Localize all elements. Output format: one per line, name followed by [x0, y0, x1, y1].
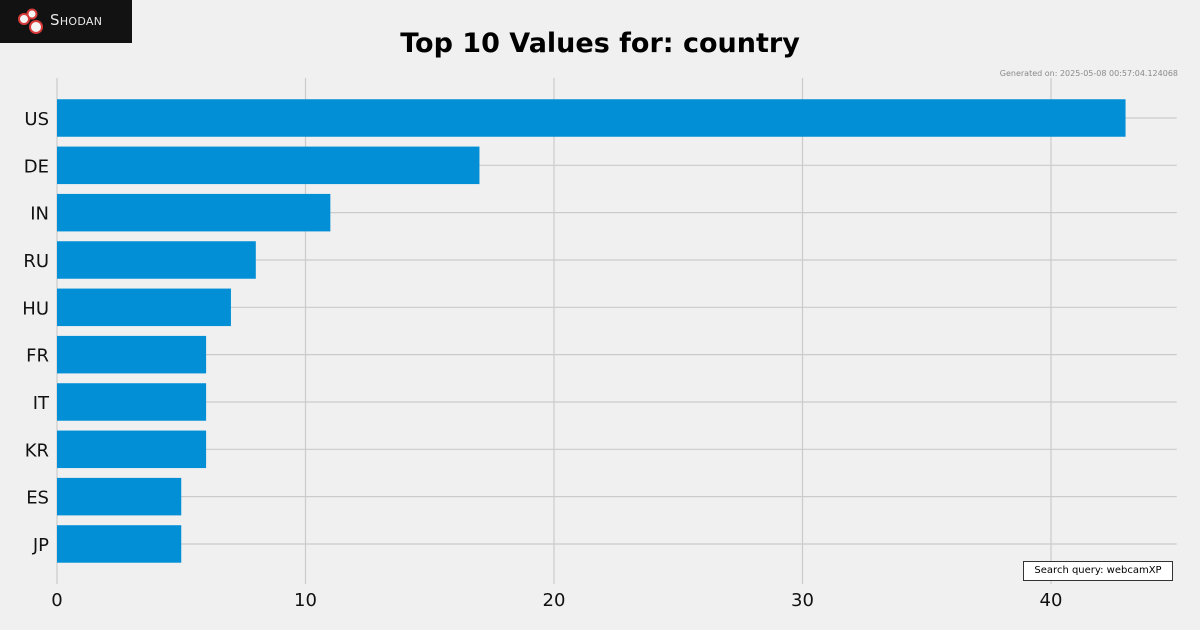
search-query-box: Search query: webcamXP	[1023, 561, 1173, 581]
generated-timestamp: Generated on: 2025-05-08 00:57:04.124068	[999, 69, 1178, 78]
chart-title: Top 10 Values for: country	[400, 28, 800, 59]
y-tick-label: ES	[26, 488, 49, 509]
y-tick-label: JP	[32, 535, 49, 556]
y-tick-label: RU	[23, 251, 49, 272]
bar-it	[57, 383, 207, 421]
bar-hu	[57, 288, 231, 327]
bar-fr	[57, 335, 207, 374]
bar-us	[57, 99, 1126, 137]
bar-kr	[57, 430, 207, 469]
bar-jp	[57, 525, 182, 563]
x-tick-label: 20	[543, 590, 566, 611]
y-tick-label: FR	[26, 346, 49, 367]
y-tick-label: DE	[24, 156, 49, 177]
shodan-logo: Shodan	[0, 0, 132, 43]
y-tick-label: IN	[30, 204, 49, 225]
x-tick-label: 10	[294, 590, 317, 611]
y-tick-label: IT	[33, 393, 50, 414]
x-tick-label: 40	[1040, 590, 1063, 611]
shodan-logo-icon	[18, 8, 43, 34]
x-tick-label: 0	[51, 590, 62, 611]
y-tick-label: HU	[22, 298, 49, 319]
bar-es	[57, 477, 182, 516]
x-tick-label: 30	[791, 590, 814, 611]
y-tick-label: KR	[25, 440, 49, 461]
bar-ru	[57, 241, 256, 279]
bar-in	[57, 193, 331, 232]
bar-de	[57, 146, 480, 185]
y-tick-label: US	[24, 109, 49, 130]
brand-name: Shodan	[50, 11, 103, 29]
